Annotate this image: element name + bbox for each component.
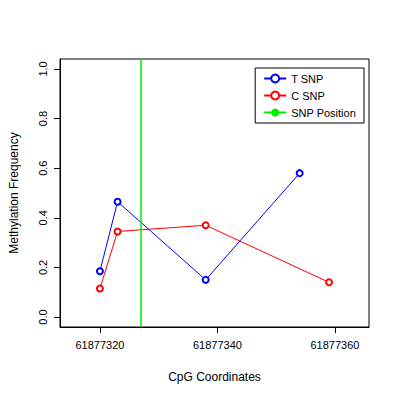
svg-text:61877340: 61877340 <box>193 339 242 351</box>
svg-text:C SNP: C SNP <box>291 90 325 102</box>
svg-text:Methylation Frequency: Methylation Frequency <box>7 132 21 253</box>
svg-text:0.2: 0.2 <box>37 260 49 275</box>
svg-text:61877360: 61877360 <box>310 339 359 351</box>
svg-text:T SNP: T SNP <box>291 73 323 85</box>
svg-text:CpG Coordinates: CpG Coordinates <box>168 370 261 384</box>
svg-text:1.0: 1.0 <box>37 61 49 76</box>
svg-text:SNP Position: SNP Position <box>291 107 356 119</box>
svg-text:0.0: 0.0 <box>37 309 49 324</box>
svg-text:0.4: 0.4 <box>37 210 49 225</box>
svg-text:0.6: 0.6 <box>37 161 49 176</box>
svg-text:61877320: 61877320 <box>75 339 124 351</box>
svg-text:0.8: 0.8 <box>37 111 49 126</box>
